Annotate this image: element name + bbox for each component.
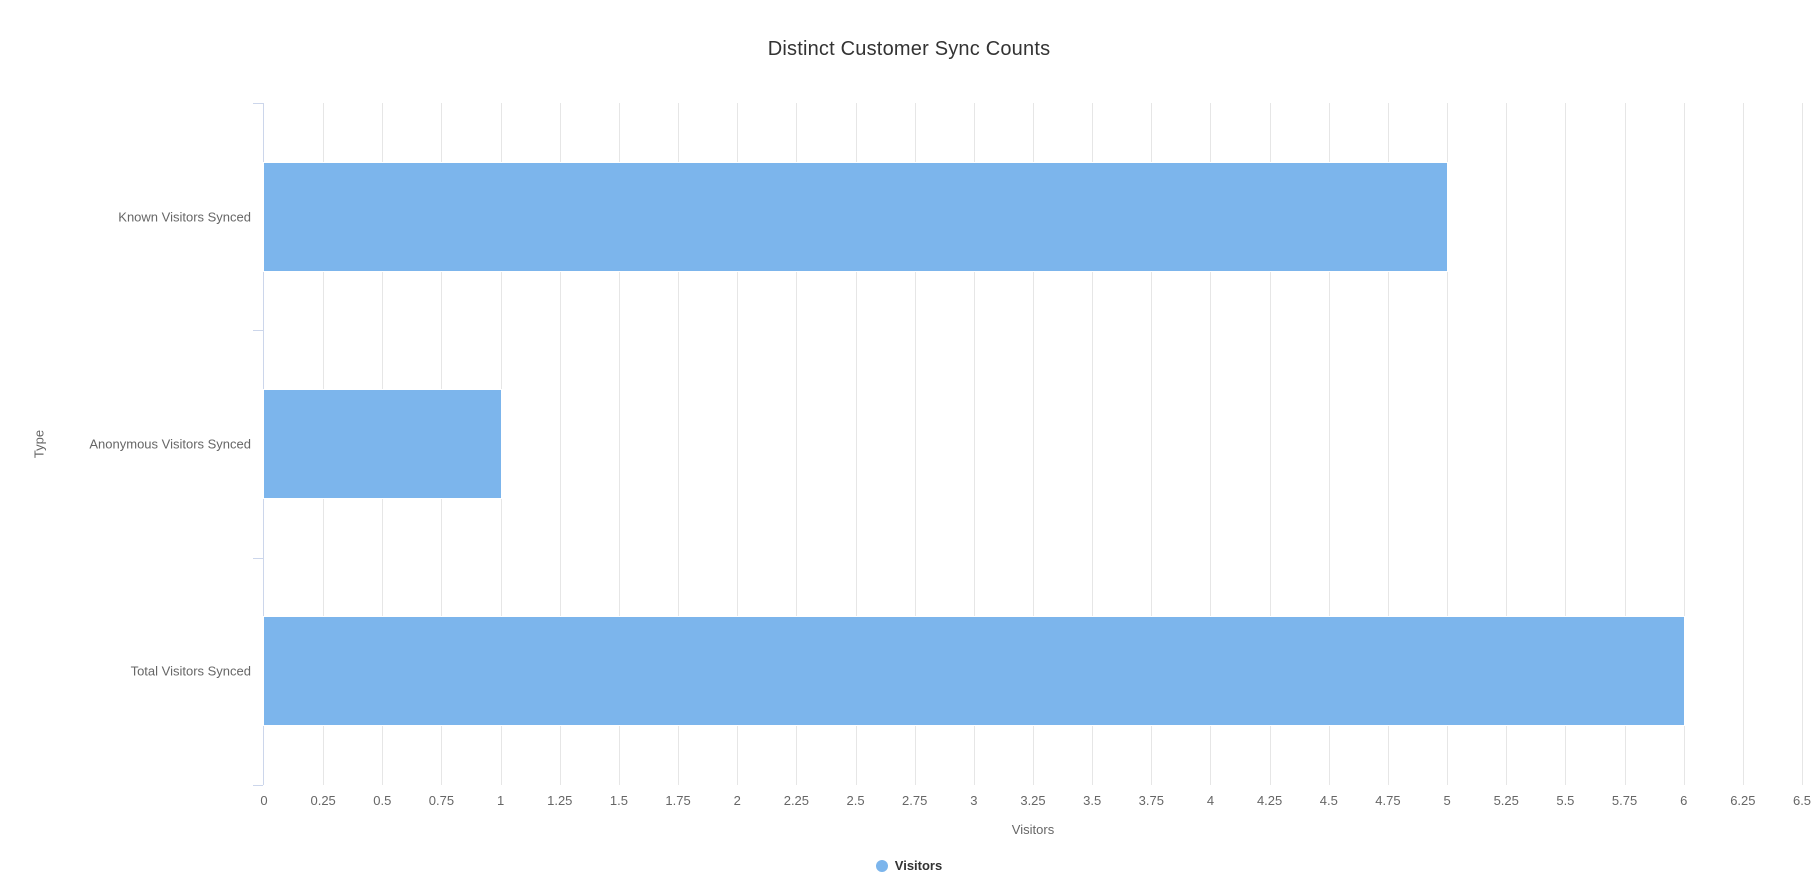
x-tick-label: 5.75 bbox=[1611, 793, 1638, 808]
x-tick-label: 2.5 bbox=[846, 793, 865, 808]
grid-line bbox=[796, 103, 798, 785]
x-tick-label: 3 bbox=[970, 793, 978, 808]
x-tick-label: 1.5 bbox=[609, 793, 628, 808]
bar-total-visitors-synced[interactable] bbox=[263, 616, 1685, 727]
x-tick-label: 3.5 bbox=[1083, 793, 1102, 808]
grid-line bbox=[1151, 103, 1153, 785]
grid-line bbox=[1328, 103, 1330, 785]
x-tick-label: 5.25 bbox=[1493, 793, 1519, 808]
x-tick-label: 4.5 bbox=[1319, 793, 1338, 808]
grid-line bbox=[500, 103, 502, 785]
x-tick-label: 0.25 bbox=[310, 793, 336, 808]
x-axis-title: Visitors bbox=[1011, 822, 1055, 837]
category-axis-line bbox=[263, 103, 264, 785]
x-tick-label: 6.5 bbox=[1792, 793, 1812, 808]
grid-line bbox=[1269, 103, 1271, 785]
x-tick-label: 0.75 bbox=[428, 793, 455, 808]
grid-line bbox=[1683, 103, 1685, 785]
y-axis-title: Type bbox=[31, 429, 47, 459]
grid-line bbox=[1802, 103, 1803, 785]
bar-known-visitors-synced[interactable] bbox=[262, 161, 1449, 272]
y-axis-tick bbox=[253, 785, 263, 786]
legend: Visitors bbox=[0, 858, 1818, 873]
grid-line bbox=[678, 103, 680, 785]
x-tick-label: 5 bbox=[1443, 793, 1451, 808]
grid-line bbox=[737, 103, 739, 785]
grid-line bbox=[1092, 103, 1094, 785]
x-tick-label: 1.75 bbox=[665, 793, 691, 808]
grid-line bbox=[1624, 103, 1626, 785]
x-tick-label: 0.5 bbox=[373, 793, 392, 808]
grid-line bbox=[1387, 103, 1389, 785]
x-tick-label: 0 bbox=[260, 793, 268, 808]
grid-line bbox=[1565, 103, 1567, 785]
x-tick-label: 2.25 bbox=[783, 793, 810, 808]
grid-line bbox=[1033, 103, 1034, 785]
x-tick-label: 6.25 bbox=[1730, 793, 1756, 808]
x-tick-label: 2.75 bbox=[902, 793, 928, 808]
legend-marker-circle-icon bbox=[875, 859, 888, 872]
x-tick-label: 6 bbox=[1680, 793, 1688, 808]
x-tick-label: 3.25 bbox=[1020, 793, 1046, 808]
grid-line bbox=[559, 103, 561, 785]
y-axis-tick bbox=[253, 330, 263, 332]
x-tick-label: 3.75 bbox=[1138, 793, 1164, 808]
category-label: Total Visitors Synced bbox=[130, 663, 251, 679]
y-axis-tick bbox=[253, 557, 263, 559]
bar-anonymous-visitors-synced[interactable] bbox=[263, 389, 502, 499]
legend-label: Visitors bbox=[894, 858, 943, 873]
category-label: Anonymous Visitors Synced bbox=[89, 436, 251, 452]
grid-line bbox=[1210, 103, 1212, 785]
x-tick-label: 1 bbox=[496, 793, 505, 808]
x-tick-label: 1.25 bbox=[547, 793, 573, 808]
grid-line bbox=[855, 103, 857, 785]
grid-line bbox=[618, 103, 620, 785]
grid-line bbox=[1447, 103, 1449, 785]
grid-line bbox=[1742, 103, 1744, 785]
chart-title: Distinct Customer Sync Counts bbox=[767, 38, 1051, 60]
x-tick-label: 4.25 bbox=[1256, 793, 1283, 808]
x-tick-label: 5.5 bbox=[1556, 793, 1575, 808]
x-tick-label: 4 bbox=[1206, 793, 1215, 808]
grid-line bbox=[973, 103, 975, 785]
legend-item-visitors[interactable]: Visitors bbox=[875, 858, 943, 873]
x-tick-label: 4.75 bbox=[1375, 793, 1401, 808]
x-tick-label: 2 bbox=[733, 793, 741, 808]
grid-line bbox=[1506, 103, 1508, 785]
grid-line bbox=[914, 103, 916, 785]
y-axis-tick bbox=[253, 103, 263, 104]
category-label: Known Visitors Synced bbox=[118, 209, 251, 225]
